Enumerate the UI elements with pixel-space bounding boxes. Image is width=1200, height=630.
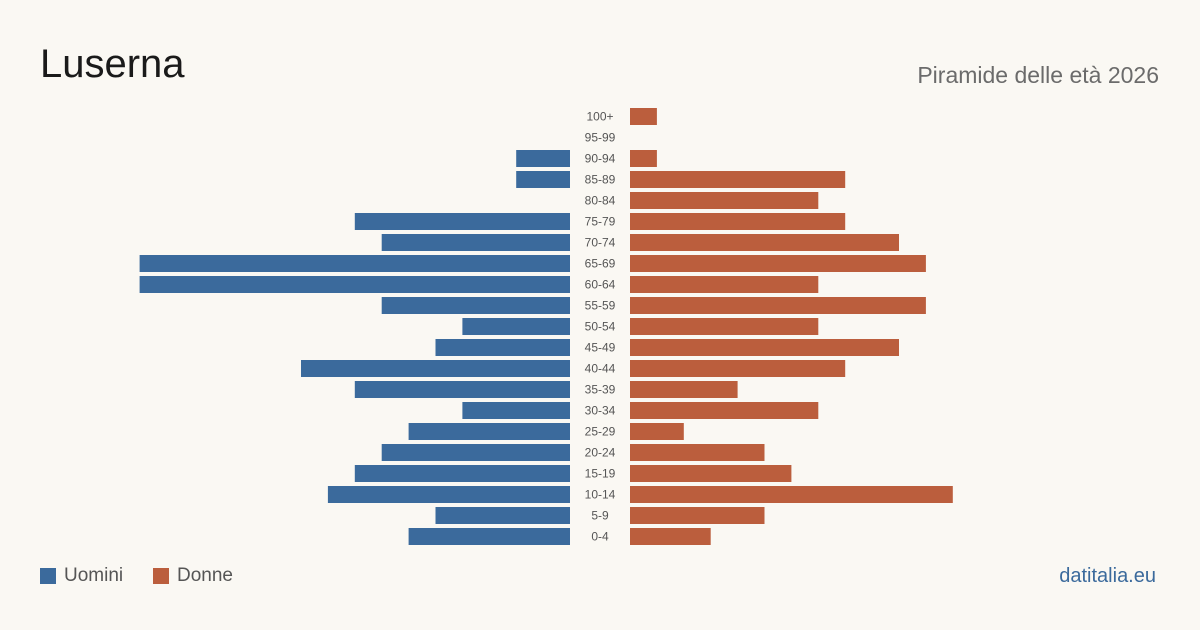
bar-men-25-29 — [408, 423, 570, 440]
age-label-30-34: 30-34 — [585, 404, 616, 418]
source-link[interactable]: datitalia.eu — [1059, 565, 1156, 587]
age-label-75-79: 75-79 — [585, 215, 616, 229]
bar-men-5-9 — [435, 507, 570, 524]
bar-men-60-64 — [139, 276, 570, 293]
bar-women-15-19 — [630, 465, 792, 482]
bar-women-10-14 — [630, 486, 953, 503]
age-label-0-4: 0-4 — [591, 530, 609, 544]
age-label-85-89: 85-89 — [585, 173, 616, 187]
age-label-15-19: 15-19 — [585, 467, 616, 481]
age-label-10-14: 10-14 — [585, 488, 616, 502]
bar-men-65-69 — [139, 255, 570, 272]
chart-subtitle: Piramide delle età 2026 — [917, 62, 1159, 88]
bar-men-45-49 — [435, 339, 570, 356]
bar-women-50-54 — [630, 318, 819, 335]
bar-men-75-79 — [354, 213, 570, 230]
bar-men-70-74 — [381, 234, 570, 251]
age-label-35-39: 35-39 — [585, 383, 616, 397]
bar-women-5-9 — [630, 507, 765, 524]
age-label-80-84: 80-84 — [585, 194, 616, 208]
bar-men-10-14 — [327, 486, 570, 503]
bar-women-80-84 — [630, 192, 819, 209]
bar-women-20-24 — [630, 444, 765, 461]
bar-women-35-39 — [630, 381, 738, 398]
age-label-55-59: 55-59 — [585, 299, 616, 313]
legend-label-men: Uomini — [64, 565, 124, 586]
age-label-60-64: 60-64 — [585, 278, 616, 292]
bar-women-60-64 — [630, 276, 819, 293]
bar-women-25-29 — [630, 423, 684, 440]
bar-women-65-69 — [630, 255, 926, 272]
age-label-45-49: 45-49 — [585, 341, 616, 355]
bar-men-90-94 — [516, 150, 570, 167]
bar-men-30-34 — [462, 402, 570, 419]
bar-women-30-34 — [630, 402, 819, 419]
age-label-90-94: 90-94 — [585, 152, 616, 166]
age-label-25-29: 25-29 — [585, 425, 616, 439]
bar-men-55-59 — [381, 297, 570, 314]
age-label-95-99: 95-99 — [585, 131, 616, 145]
bar-men-50-54 — [462, 318, 570, 335]
age-label-100+: 100+ — [586, 110, 613, 124]
bar-women-100+ — [630, 108, 657, 125]
bar-women-85-89 — [630, 171, 846, 188]
age-label-70-74: 70-74 — [585, 236, 616, 250]
bar-women-90-94 — [630, 150, 657, 167]
bar-men-0-4 — [408, 528, 570, 545]
chart-title: Luserna — [40, 42, 185, 86]
age-label-5-9: 5-9 — [591, 509, 609, 523]
age-label-65-69: 65-69 — [585, 257, 616, 271]
bar-women-70-74 — [630, 234, 899, 251]
legend-label-women: Donne — [177, 565, 233, 586]
bar-women-45-49 — [630, 339, 899, 356]
bar-men-35-39 — [354, 381, 570, 398]
legend-item-women: Donne — [153, 565, 233, 587]
bar-men-85-89 — [516, 171, 570, 188]
legend-swatch-women — [153, 568, 169, 584]
bar-men-15-19 — [354, 465, 570, 482]
bar-women-55-59 — [630, 297, 926, 314]
legend-swatch-men — [40, 568, 56, 584]
age-label-20-24: 20-24 — [585, 446, 616, 460]
age-label-50-54: 50-54 — [585, 320, 616, 334]
bar-women-75-79 — [630, 213, 846, 230]
legend-item-men: Uomini — [40, 565, 123, 587]
bar-women-0-4 — [630, 528, 711, 545]
bar-men-20-24 — [381, 444, 570, 461]
age-label-40-44: 40-44 — [585, 362, 616, 376]
bar-men-40-44 — [301, 360, 570, 377]
bar-women-40-44 — [630, 360, 846, 377]
